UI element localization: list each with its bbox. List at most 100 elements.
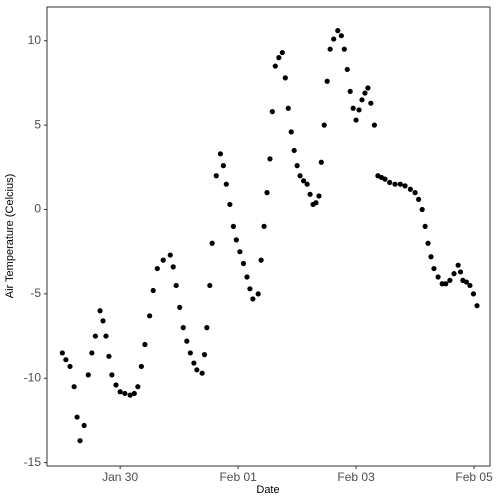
point — [154, 265, 160, 272]
point — [382, 176, 388, 182]
point — [331, 36, 337, 42]
point — [264, 190, 270, 196]
point — [353, 117, 359, 123]
point — [435, 274, 441, 280]
point — [307, 191, 313, 197]
y-tick-label: -5 — [30, 286, 41, 300]
point — [294, 163, 300, 169]
point — [425, 240, 431, 246]
x-tick-label: Jan 30 — [102, 470, 138, 484]
point — [313, 200, 319, 206]
point — [443, 281, 449, 287]
point — [291, 147, 297, 154]
point — [59, 350, 65, 356]
point — [419, 206, 425, 213]
x-tick-label: Feb 01 — [219, 470, 257, 484]
point — [422, 223, 428, 229]
point — [428, 254, 434, 260]
point — [455, 262, 461, 268]
point — [67, 363, 73, 370]
point — [77, 438, 83, 444]
point — [240, 260, 247, 267]
point — [335, 28, 341, 34]
point — [470, 291, 477, 297]
point — [89, 350, 95, 356]
point — [365, 85, 371, 91]
point — [173, 282, 179, 289]
point — [362, 90, 368, 96]
point — [237, 249, 243, 255]
point — [397, 181, 403, 187]
y-axis-title: Air Temperature (Celcius) — [4, 174, 16, 299]
point — [150, 287, 156, 294]
y-tick-label: -10 — [24, 370, 42, 384]
plot-panel — [46, 6, 491, 467]
point — [297, 173, 303, 179]
point — [356, 107, 362, 113]
point — [244, 274, 250, 280]
point — [327, 46, 333, 52]
point — [300, 178, 307, 184]
point — [258, 257, 264, 263]
point — [288, 129, 294, 135]
point — [127, 392, 133, 398]
point — [250, 296, 256, 302]
point — [147, 313, 153, 319]
point — [213, 173, 219, 179]
point — [318, 159, 324, 165]
point — [85, 372, 91, 378]
point — [233, 237, 239, 243]
point — [412, 190, 418, 196]
point — [204, 325, 210, 331]
point — [227, 201, 233, 208]
point — [184, 338, 190, 344]
point — [191, 360, 197, 366]
point — [230, 223, 237, 229]
point — [135, 384, 141, 390]
point — [392, 181, 398, 187]
point — [142, 341, 148, 348]
point — [474, 303, 480, 309]
point — [431, 265, 437, 272]
point — [122, 390, 128, 397]
point — [207, 282, 213, 289]
point — [167, 252, 173, 258]
point — [304, 181, 310, 187]
point — [131, 390, 137, 397]
point — [106, 353, 112, 359]
point — [282, 75, 288, 81]
point — [170, 264, 176, 270]
point — [316, 193, 322, 199]
point — [223, 181, 229, 187]
point — [402, 183, 408, 189]
x-axis-title: Date — [256, 484, 279, 496]
point — [272, 63, 278, 69]
point — [187, 350, 193, 356]
point — [279, 49, 285, 56]
point — [74, 414, 80, 420]
point — [92, 333, 98, 339]
point — [109, 372, 115, 378]
point — [324, 78, 330, 84]
point — [457, 269, 464, 275]
y-tick-label: 5 — [34, 117, 41, 131]
point — [71, 384, 77, 390]
point — [247, 286, 253, 292]
point — [467, 282, 473, 289]
point — [447, 277, 453, 283]
point — [103, 333, 109, 339]
y-tick-label: -15 — [24, 455, 42, 469]
point — [160, 257, 166, 263]
point — [285, 105, 291, 111]
point — [97, 308, 103, 314]
point — [117, 389, 123, 395]
point — [341, 46, 347, 52]
point — [347, 88, 353, 94]
point — [209, 240, 215, 246]
point — [344, 66, 350, 73]
point — [113, 382, 119, 388]
point — [81, 422, 87, 429]
point — [199, 370, 205, 376]
